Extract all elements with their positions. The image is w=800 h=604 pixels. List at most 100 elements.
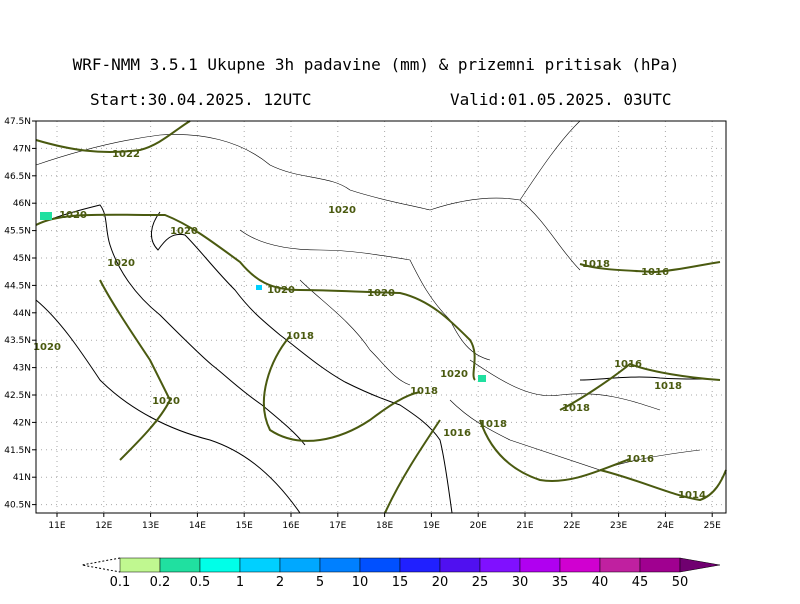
border <box>239 229 491 361</box>
colorbar-swatch <box>159 557 201 573</box>
lat-label: 44N <box>13 309 31 319</box>
isobar <box>35 120 191 153</box>
lon-label: 12E <box>95 521 112 531</box>
isobar-label: 1020 <box>59 210 87 221</box>
isobar-label: 1020 <box>152 396 180 407</box>
isobar-label: 1018 <box>582 259 610 270</box>
precipitation <box>40 212 486 382</box>
start-time: Start:30.04.2025. 12UTC <box>90 90 312 109</box>
lat-label: 47.5N <box>4 117 31 127</box>
lat-label: 44.5N <box>4 281 31 291</box>
lon-label: 16E <box>282 521 299 531</box>
coastline <box>151 211 453 514</box>
border <box>299 279 411 386</box>
lat-label: 45.5N <box>4 227 31 237</box>
lat-label: 43N <box>13 364 31 374</box>
isobar-labels: 1022 1020 1020 1020 1020 1020 1020 1018 … <box>33 149 706 501</box>
lon-label: 23E <box>610 521 627 531</box>
border <box>469 359 661 411</box>
colorbar-label: 40 <box>592 575 609 590</box>
colorbar-label: 10 <box>352 575 369 590</box>
lat-label: 45N <box>13 254 31 264</box>
lon-label: 14E <box>189 521 206 531</box>
colorbar-swatch <box>199 557 241 573</box>
lat-label: 42.5N <box>4 391 31 401</box>
isobar-label: 1018 <box>410 386 438 397</box>
colorbar-label: 0.5 <box>190 575 211 590</box>
colorbar-swatch <box>519 557 561 573</box>
borders <box>35 120 701 471</box>
colorbar-label: 50 <box>672 575 689 590</box>
precip-patch <box>40 212 52 220</box>
border <box>35 134 581 271</box>
lon-label: 21E <box>516 521 533 531</box>
isobars <box>35 120 727 514</box>
isobar-label: 1018 <box>286 331 314 342</box>
isobar <box>262 335 421 442</box>
colorbar-label: 2 <box>276 575 284 590</box>
precip-patch <box>478 375 486 382</box>
isobar-label: 1016 <box>626 454 654 465</box>
border <box>519 120 581 201</box>
colorbar-swatch <box>559 557 601 573</box>
isobar-label: 1016 <box>614 359 642 370</box>
colorbar-label: 5 <box>316 575 324 590</box>
isobar-label: 1020 <box>440 369 468 380</box>
colorbar-label: 0.1 <box>110 575 131 590</box>
lon-label: 11E <box>48 521 65 531</box>
lon-label: 25E <box>704 521 721 531</box>
colorbar-swatch <box>479 557 521 573</box>
lon-label: 15E <box>236 521 253 531</box>
isobar-label: 1018 <box>479 419 507 430</box>
colorbar-label: 1 <box>236 575 244 590</box>
colorbar-label: 15 <box>392 575 409 590</box>
isobar-label: 1020 <box>367 288 395 299</box>
coastline <box>35 299 301 514</box>
map-frame <box>35 120 727 514</box>
colorbar-under <box>81 557 121 573</box>
lat-label: 42N <box>13 418 31 428</box>
coastline <box>35 204 306 446</box>
isobar-label: 1020 <box>267 285 295 296</box>
border <box>449 399 701 471</box>
isobar-label: 1016 <box>443 428 471 439</box>
lon-label: 19E <box>423 521 440 531</box>
lat-label: 43.5N <box>4 336 31 346</box>
colorbar-swatch <box>319 557 361 573</box>
colorbar-swatch <box>119 557 161 573</box>
colorbar-swatch <box>279 557 321 573</box>
precip-patch <box>256 285 262 290</box>
isobar-label: 1018 <box>654 381 682 392</box>
colorbar-over <box>679 557 721 573</box>
lon-label: 24E <box>657 521 674 531</box>
lat-label: 40.5N <box>4 501 31 511</box>
lon-label: 13E <box>142 521 159 531</box>
colorbar-swatch <box>639 557 681 573</box>
colorbar-label: 30 <box>512 575 529 590</box>
lon-label: 17E <box>329 521 346 531</box>
colorbar-label: 45 <box>632 575 649 590</box>
isobar <box>35 213 476 381</box>
colorbar-label: 35 <box>552 575 569 590</box>
lat-label: 41.5N <box>4 446 31 456</box>
isobar-label: 1020 <box>33 342 61 353</box>
isobar-label: 1014 <box>678 490 706 501</box>
colorbar-swatch <box>239 557 281 573</box>
isobar <box>559 362 721 411</box>
lon-label: 18E <box>376 521 393 531</box>
valid-time: Valid:01.05.2025. 03UTC <box>450 90 672 109</box>
grid: 47.5N 47N 46.5N 46N 45.5N 45N 44.5N 44N 43.5N 43N… <box>4 117 726 531</box>
colorbar-label: 20 <box>432 575 449 590</box>
isobar-label: 1016 <box>641 267 669 278</box>
isobar-label: 1020 <box>107 258 135 269</box>
title: WRF-NMM 3.5.1 Ukupne 3h padavine (mm) & … <box>73 55 680 74</box>
isobar-label: 1020 <box>328 205 356 216</box>
colorbar-swatch <box>359 557 401 573</box>
isobar <box>384 419 441 514</box>
colorbar-label: 0.2 <box>150 575 171 590</box>
colorbar-swatch <box>439 557 481 573</box>
colorbar-label: 25 <box>472 575 489 590</box>
lon-label: 22E <box>563 521 580 531</box>
lat-label: 41N <box>13 473 31 483</box>
